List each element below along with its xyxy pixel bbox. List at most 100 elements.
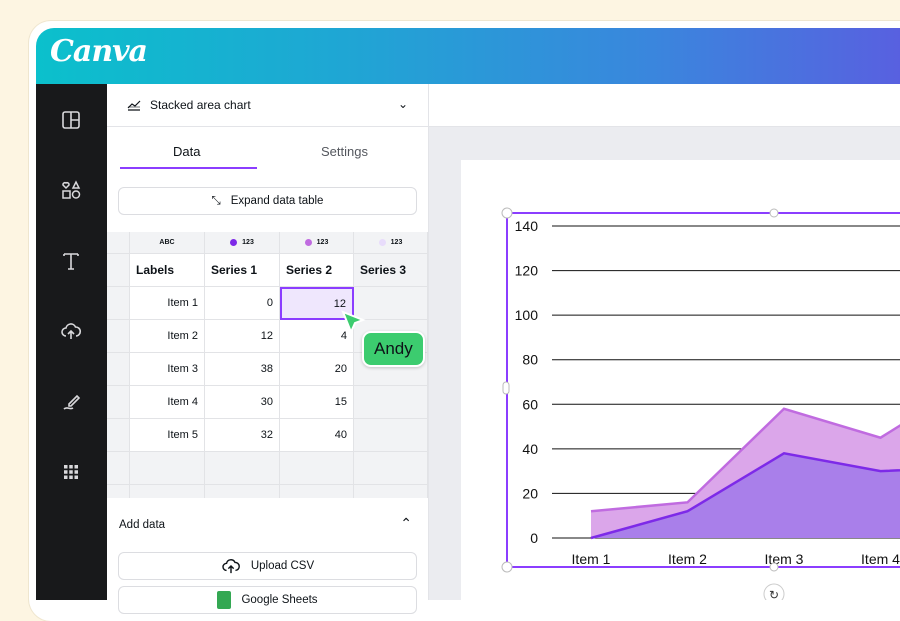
row-header[interactable] bbox=[107, 452, 130, 485]
table-cell[interactable] bbox=[280, 452, 354, 485]
y-tick-label: 80 bbox=[522, 352, 538, 368]
table-cell[interactable]: Item 3 bbox=[130, 353, 205, 386]
column-type-cell[interactable]: ABC bbox=[130, 232, 205, 254]
series-color-dot[interactable] bbox=[304, 239, 312, 246]
chevron-down-icon: ⌄ bbox=[397, 97, 408, 111]
row-header[interactable] bbox=[107, 232, 130, 254]
column-type-cell[interactable]: 123 bbox=[205, 232, 280, 254]
design-page[interactable] bbox=[461, 160, 900, 620]
table-cell[interactable]: Item 1 bbox=[130, 287, 205, 320]
column-type-label: ABC bbox=[159, 239, 175, 246]
series-color-dot[interactable] bbox=[378, 239, 386, 246]
column-type-label: 123 bbox=[316, 239, 329, 246]
y-tick-label: 140 bbox=[515, 218, 539, 234]
collaborator-name-tag: Andy bbox=[362, 331, 425, 367]
x-tick-label: Item 4 bbox=[861, 551, 900, 567]
rotate-icon: ↻ bbox=[769, 588, 779, 600]
row-header[interactable] bbox=[107, 287, 130, 320]
expand-icon: ⤡ bbox=[211, 194, 221, 207]
table-cell[interactable] bbox=[130, 452, 205, 485]
add-data-title: Add data bbox=[119, 519, 166, 531]
tab-data[interactable]: Data bbox=[173, 144, 201, 159]
table-cell[interactable]: 32 bbox=[205, 419, 280, 452]
series-line bbox=[590, 451, 900, 540]
series-line bbox=[590, 407, 900, 513]
x-tick-label: Item 1 bbox=[572, 551, 611, 567]
table-cell[interactable]: Item 2 bbox=[130, 320, 205, 353]
design-layout-icon[interactable] bbox=[60, 109, 82, 131]
resize-handle bbox=[501, 561, 513, 573]
y-tick-label: 20 bbox=[522, 485, 538, 501]
side-rail bbox=[36, 84, 107, 600]
column-type-label: 123 bbox=[390, 239, 403, 246]
top-header: Canva bbox=[36, 28, 900, 84]
upload-csv-button[interactable]: Upload CSV bbox=[118, 552, 417, 580]
y-tick-label: 40 bbox=[522, 441, 538, 457]
table-cell[interactable] bbox=[354, 386, 428, 419]
rotate-handle-icon bbox=[763, 583, 785, 600]
table-cell[interactable] bbox=[354, 419, 428, 452]
table-cell[interactable] bbox=[354, 485, 428, 498]
table-cell[interactable] bbox=[205, 452, 280, 485]
resize-handle bbox=[502, 381, 510, 395]
expand-data-table-button[interactable]: ⤡ Expand data table bbox=[118, 187, 417, 215]
table-cell[interactable]: 40 bbox=[280, 419, 354, 452]
chart-type-dropdown[interactable]: Stacked area chart ⌄ bbox=[107, 84, 428, 127]
table-cell[interactable]: 12 bbox=[205, 320, 280, 353]
chart-type-label: Stacked area chart bbox=[150, 98, 251, 112]
elements-icon[interactable] bbox=[60, 179, 82, 201]
area-chart-icon bbox=[127, 100, 141, 111]
table-cell[interactable]: 20 bbox=[280, 353, 354, 386]
row-header[interactable] bbox=[107, 386, 130, 419]
row-header[interactable] bbox=[107, 320, 130, 353]
table-cell[interactable]: Item 5 bbox=[130, 419, 205, 452]
row-header[interactable] bbox=[107, 353, 130, 386]
chevron-up-icon[interactable]: ⌃ bbox=[400, 515, 412, 531]
table-cell[interactable] bbox=[354, 452, 428, 485]
row-header[interactable] bbox=[107, 419, 130, 452]
table-cell[interactable] bbox=[354, 287, 428, 320]
active-tab-indicator bbox=[120, 167, 257, 169]
table-cell[interactable]: 30 bbox=[205, 386, 280, 419]
table-cell[interactable]: 0 bbox=[205, 287, 280, 320]
y-tick-label: 100 bbox=[515, 307, 539, 323]
row-header[interactable] bbox=[107, 254, 130, 287]
canva-logo[interactable]: Canva bbox=[50, 34, 148, 69]
y-tick-label: 60 bbox=[522, 396, 538, 412]
resize-handle bbox=[769, 208, 779, 218]
series-color-dot[interactable] bbox=[230, 239, 238, 246]
table-cell[interactable] bbox=[280, 485, 354, 498]
table-cell[interactable]: 4 bbox=[280, 320, 354, 353]
table-cell[interactable]: 12 bbox=[280, 287, 354, 320]
table-cell[interactable]: 15 bbox=[280, 386, 354, 419]
draw-icon[interactable] bbox=[60, 391, 82, 413]
column-type-cell[interactable]: 123 bbox=[280, 232, 354, 254]
collaborator-cursor-icon bbox=[341, 310, 366, 335]
expand-label: Expand data table bbox=[230, 195, 324, 207]
editor-toolbar bbox=[429, 84, 900, 127]
series-area bbox=[591, 408, 900, 538]
column-header[interactable]: Series 2 bbox=[280, 254, 354, 287]
resize-handle bbox=[769, 562, 779, 572]
column-header[interactable]: Series 3 bbox=[354, 254, 428, 287]
column-header[interactable]: Labels bbox=[130, 254, 205, 287]
column-type-label: 123 bbox=[242, 239, 254, 246]
tab-settings[interactable]: Settings bbox=[321, 144, 368, 159]
resize-handle bbox=[501, 207, 513, 219]
table-cell[interactable] bbox=[205, 485, 280, 498]
upload-cloud-icon[interactable] bbox=[60, 320, 82, 342]
column-type-cell[interactable]: 123 bbox=[354, 232, 428, 254]
upload-csv-label: Upload CSV bbox=[250, 560, 315, 572]
row-header[interactable] bbox=[107, 485, 130, 498]
apps-grid-icon[interactable] bbox=[60, 461, 82, 483]
table-cell[interactable] bbox=[130, 485, 205, 498]
y-tick-label: 120 bbox=[515, 263, 539, 279]
table-cell[interactable]: Item 4 bbox=[130, 386, 205, 419]
column-header[interactable]: Series 1 bbox=[205, 254, 280, 287]
data-table: ABC 123 123 123 Labels Series 1 Series 2 Series… bbox=[107, 232, 428, 498]
table-cell[interactable]: 38 bbox=[205, 353, 280, 386]
y-tick-label: 0 bbox=[530, 530, 538, 546]
text-icon[interactable] bbox=[60, 250, 82, 272]
upload-cloud-icon bbox=[222, 559, 240, 574]
